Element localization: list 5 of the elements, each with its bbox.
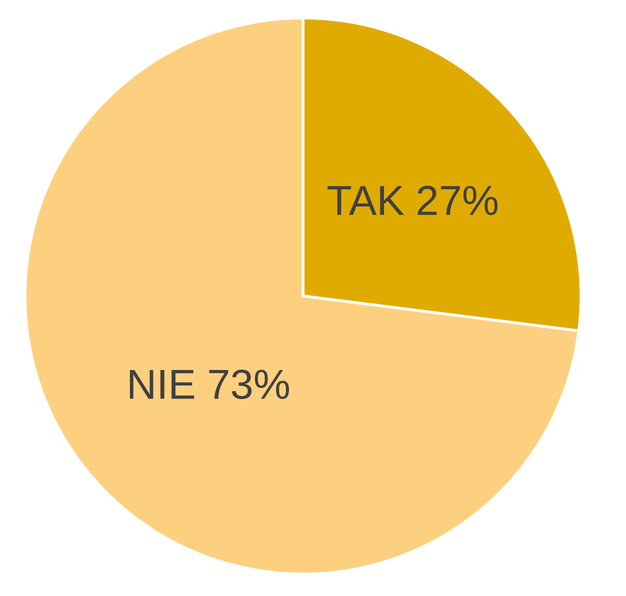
data-label: 73% bbox=[209, 370, 289, 400]
slice-label: TAK bbox=[327, 186, 404, 215]
slice-label: NIE bbox=[130, 370, 194, 399]
pie-slice bbox=[24, 16, 580, 576]
data-label: 27% bbox=[418, 186, 498, 216]
